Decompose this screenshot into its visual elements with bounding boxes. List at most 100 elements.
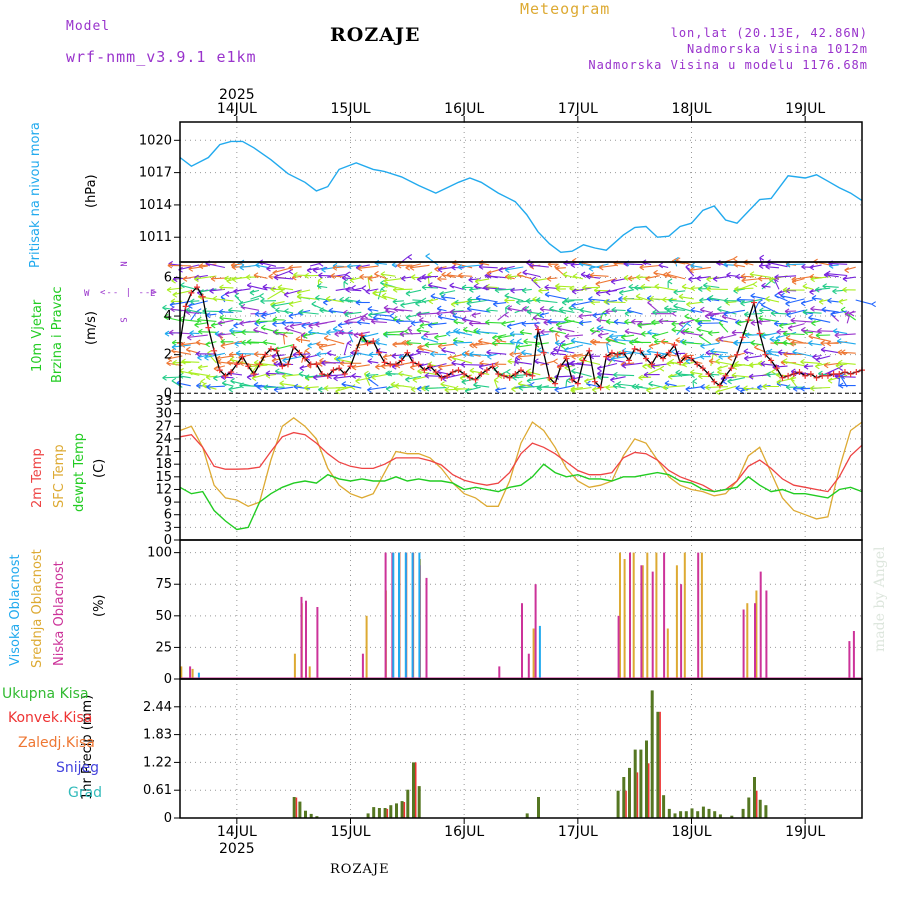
- wind-arrow: [677, 373, 694, 376]
- wind-arrow-head: [288, 301, 294, 307]
- wind-arrow-head: [410, 320, 416, 327]
- wind-arrow-head: [187, 334, 192, 341]
- precip-conv-bar: [403, 802, 406, 818]
- wind-arrow-head: [744, 332, 750, 339]
- wind-arrow: [710, 317, 729, 323]
- wind-arrow-head: [266, 265, 271, 272]
- wind-arrow-head: [627, 275, 633, 282]
- cloud-mid-bar: [308, 666, 311, 679]
- wind-arrow: [517, 274, 532, 280]
- wind-arrow: [424, 342, 447, 346]
- wind-arrow: [371, 320, 387, 324]
- wind-arrow-head: [461, 378, 467, 385]
- wind-arrow-head: [437, 275, 442, 282]
- wind-arrow-head: [281, 320, 287, 326]
- wind-arrow-head: [571, 368, 576, 375]
- wind-arrow-head: [229, 356, 235, 363]
- wind-arrow-head: [768, 276, 774, 283]
- wind-arrow: [254, 362, 277, 367]
- wind-arrow-head: [410, 274, 416, 281]
- wind-arrow: [611, 356, 626, 360]
- wind-arrow: [335, 385, 353, 392]
- precip-conv-bar: [415, 762, 417, 818]
- wind-speed-marker: [387, 361, 394, 368]
- wind-speed-marker: [410, 359, 417, 366]
- wind-arrow: [253, 329, 268, 335]
- wind-arrow: [289, 322, 311, 327]
- wind-arrow: [734, 287, 754, 290]
- wind-arrow-head: [260, 298, 265, 305]
- wind-arrow: [434, 334, 447, 339]
- wind-arrow: [172, 290, 191, 296]
- wind-arrow-head: [303, 332, 308, 339]
- tick-label-wind: 4: [164, 309, 172, 324]
- wind-arrow: [446, 331, 456, 335]
- wind-arrow: [421, 336, 439, 343]
- wind-arrow: [623, 298, 643, 301]
- cloud-low-bar: [765, 590, 768, 679]
- wind-arrow: [761, 280, 772, 290]
- wind-arrow-head: [779, 322, 784, 329]
- wind-arrow: [559, 309, 575, 313]
- wind-arrow: [299, 311, 319, 315]
- wind-speed-marker: [461, 370, 468, 377]
- wind-arrow-head: [195, 350, 201, 357]
- wind-arrow-head: [733, 255, 738, 262]
- wind-arrow-head: [836, 338, 842, 345]
- wind-arrow-head: [532, 314, 538, 321]
- tick-label-pressure: 1020: [139, 133, 172, 148]
- wind-arrow: [705, 386, 728, 389]
- wind-arrow-head: [437, 266, 443, 273]
- wind-arrow: [265, 372, 285, 375]
- wind-speed-marker: [830, 370, 837, 377]
- wind-arrow: [678, 296, 694, 300]
- wind-arrow-head: [800, 385, 805, 392]
- wind-arrow: [221, 376, 234, 379]
- wind-arrow: [339, 299, 353, 303]
- wind-arrow: [411, 321, 422, 324]
- wind-arrow-head: [486, 270, 492, 277]
- wind-arrow: [458, 274, 473, 277]
- wind-arrow-head: [328, 307, 334, 314]
- wind-arrow-head: [785, 335, 791, 341]
- wind-arrow: [540, 330, 558, 333]
- wind-arrow: [466, 299, 490, 304]
- wind-arrow-head: [518, 385, 524, 391]
- wind-arrow: [673, 290, 686, 293]
- wind-arrow: [776, 377, 797, 383]
- wind-arrow: [254, 320, 268, 325]
- tick-label-clouds: 0: [164, 672, 172, 687]
- sfc-temp-line: [179, 416, 863, 520]
- wind-arrow: [295, 338, 311, 342]
- wind-arrow: [733, 264, 745, 268]
- wind-arrow-head: [589, 272, 595, 279]
- wind-arrow-head: [468, 276, 473, 283]
- wind-arrow-head: [700, 343, 705, 349]
- cloud-low-bar: [629, 552, 631, 679]
- wind-arrow-head: [210, 322, 216, 329]
- wind-arrow-head: [186, 346, 191, 353]
- precip-total-bar: [713, 811, 717, 818]
- wind-arrow: [809, 264, 822, 268]
- wind-arrow-head: [519, 329, 525, 336]
- wind-arrow-head: [815, 286, 820, 293]
- wind-arrow-head: [639, 264, 645, 271]
- wind-arrow: [367, 360, 379, 364]
- wind-arrow-head: [668, 373, 673, 380]
- wind-arrow-head: [486, 349, 491, 356]
- wind-arrow-head: [356, 319, 362, 326]
- wind-arrow-head: [555, 321, 561, 328]
- wind-arrow-head: [526, 368, 532, 375]
- wind-arrow-head: [871, 301, 876, 308]
- wind-arrow-head: [461, 284, 467, 291]
- wind-arrow-head: [591, 386, 597, 393]
- wind-arrow-head: [219, 314, 224, 321]
- wind-arrow-head: [505, 304, 510, 311]
- wind-arrow: [570, 376, 584, 380]
- wind-arrow: [179, 318, 200, 323]
- wind-arrow: [469, 287, 481, 291]
- wind-arrow-head: [723, 310, 729, 317]
- wind-arrow: [428, 322, 447, 326]
- wind-speed-marker: [319, 370, 326, 377]
- tick-label-wind: 6: [164, 270, 172, 285]
